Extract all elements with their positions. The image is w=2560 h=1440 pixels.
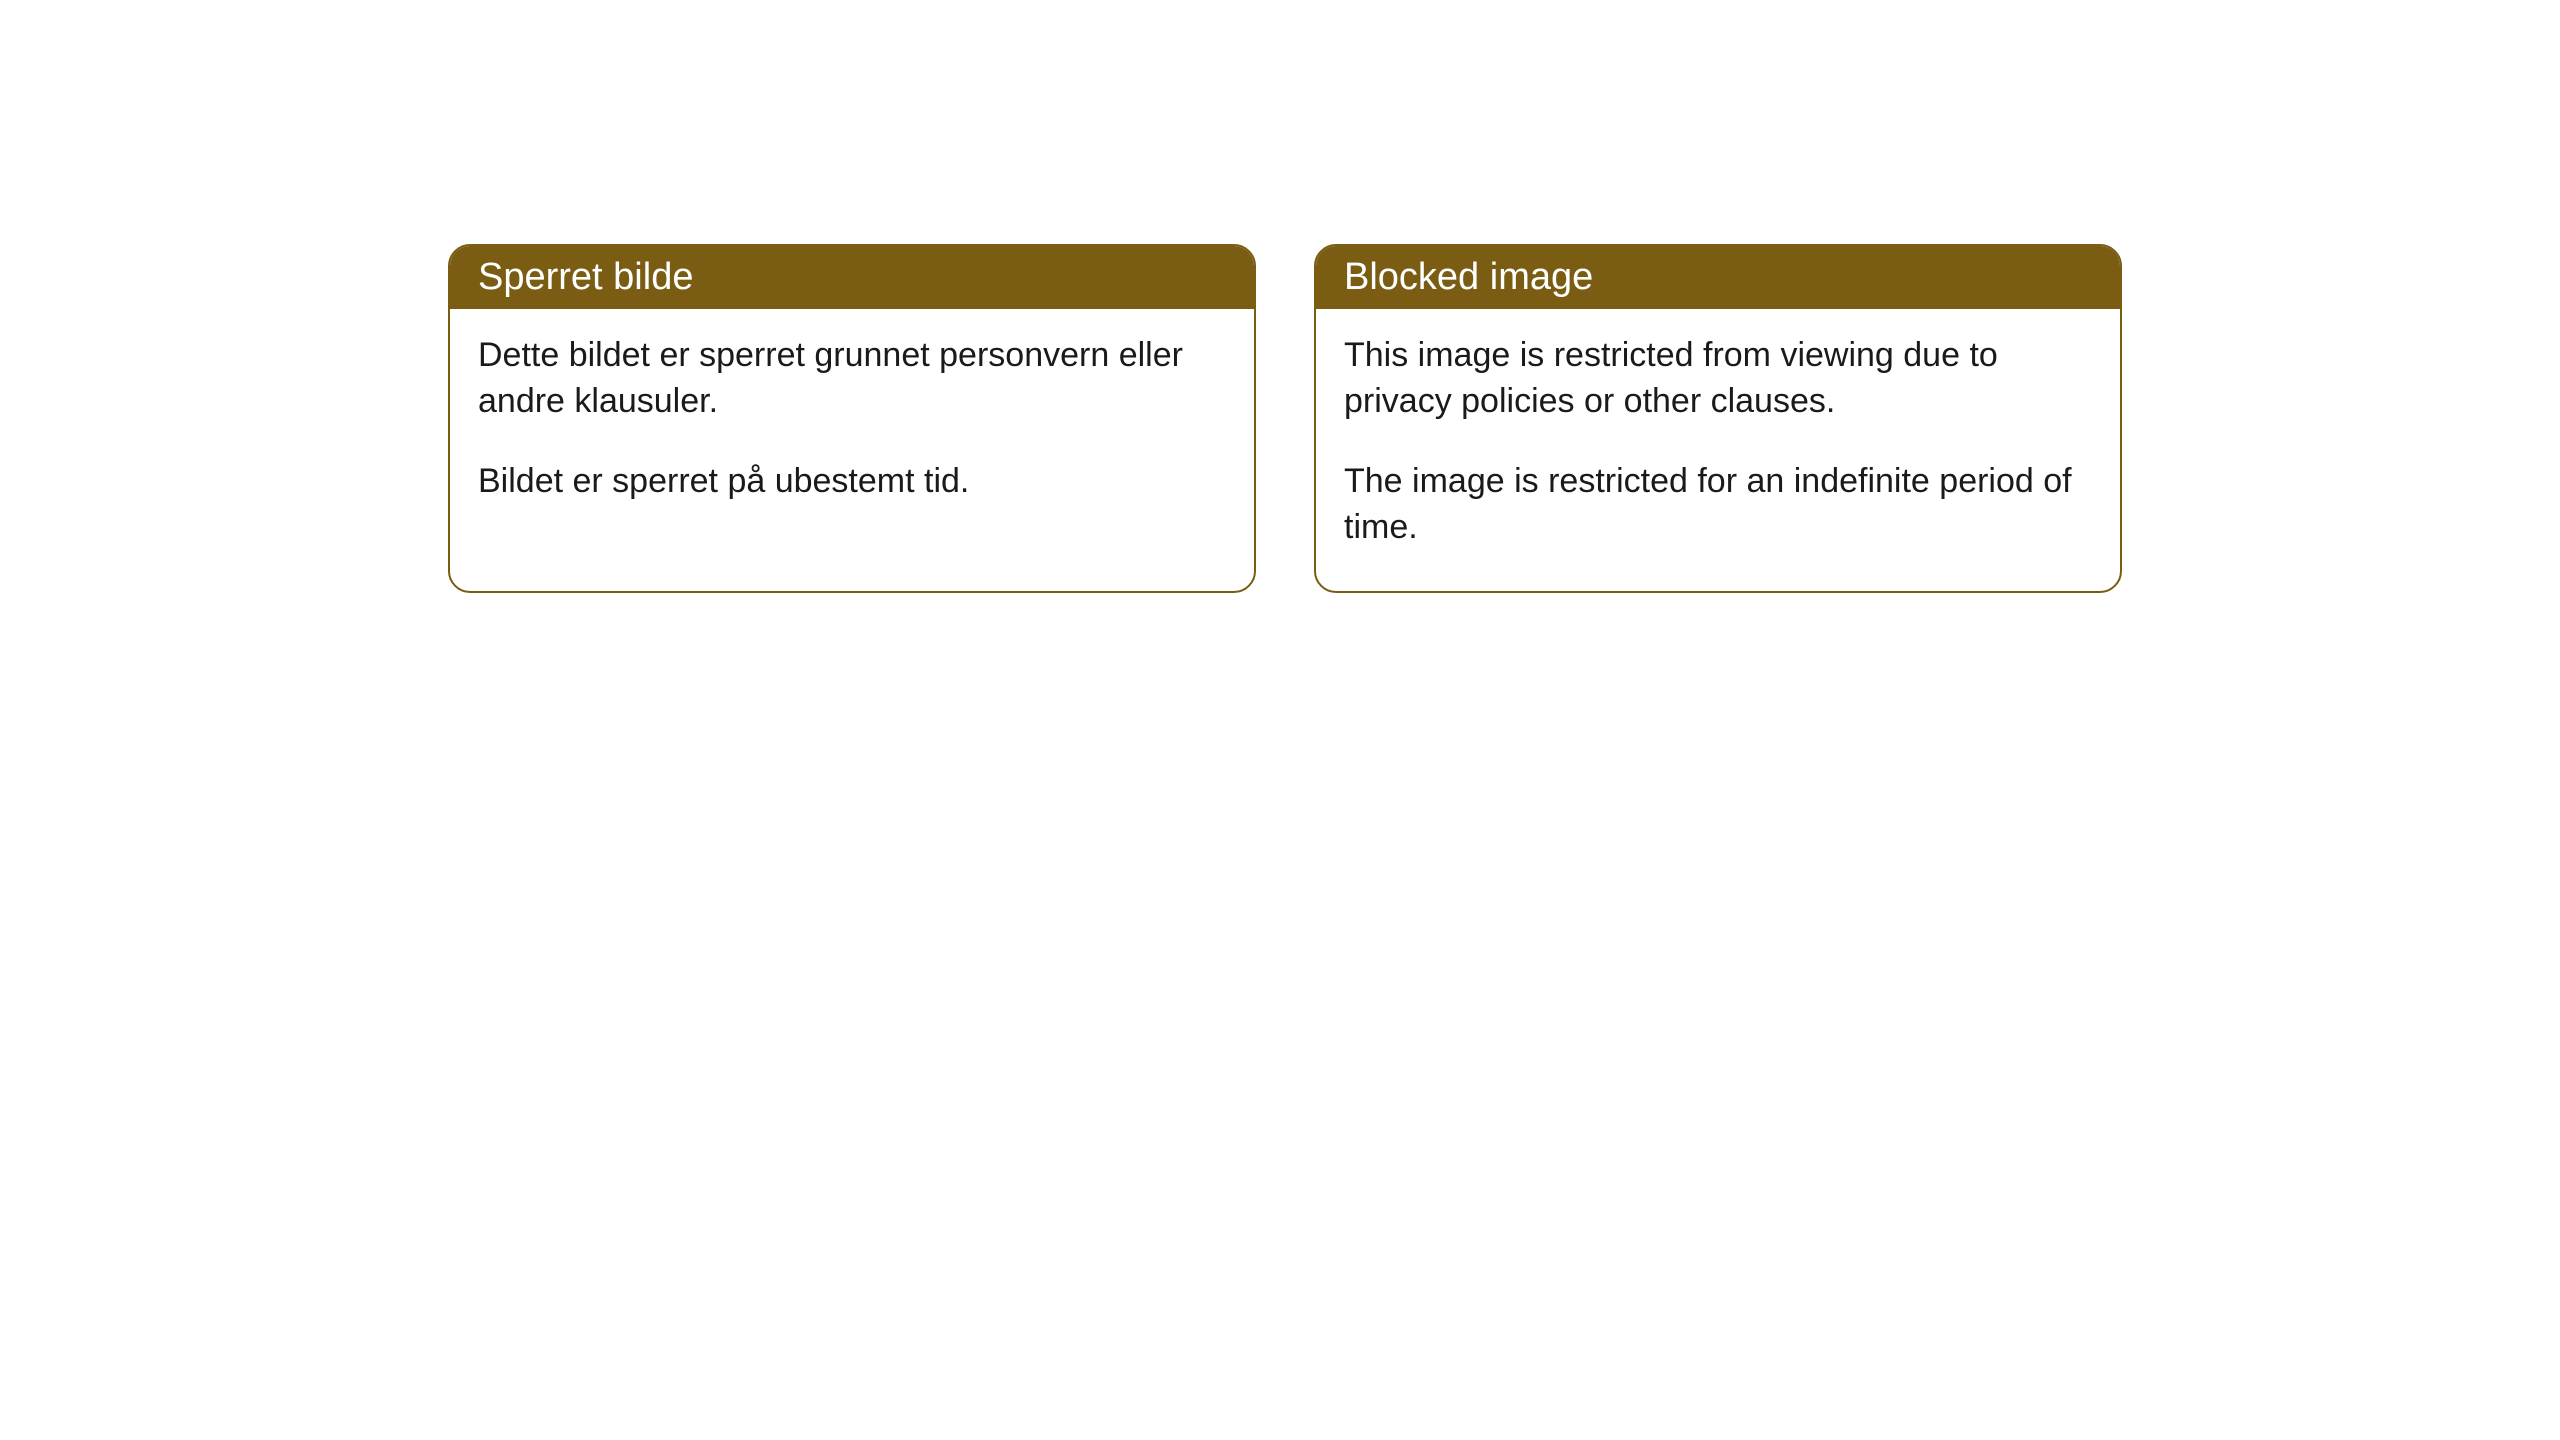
notice-cards-container: Sperret bilde Dette bildet er sperret gr… (448, 244, 2122, 593)
card-body: This image is restricted from viewing du… (1316, 309, 2120, 591)
card-paragraph: Dette bildet er sperret grunnet personve… (478, 333, 1226, 425)
card-header: Blocked image (1316, 246, 2120, 309)
card-paragraph: The image is restricted for an indefinit… (1344, 459, 2092, 551)
card-body: Dette bildet er sperret grunnet personve… (450, 309, 1254, 545)
card-paragraph: This image is restricted from viewing du… (1344, 333, 2092, 425)
notice-card-english: Blocked image This image is restricted f… (1314, 244, 2122, 593)
card-title: Blocked image (1344, 256, 1593, 298)
card-header: Sperret bilde (450, 246, 1254, 309)
card-title: Sperret bilde (478, 256, 693, 298)
card-paragraph: Bildet er sperret på ubestemt tid. (478, 459, 1226, 505)
notice-card-norwegian: Sperret bilde Dette bildet er sperret gr… (448, 244, 1256, 593)
